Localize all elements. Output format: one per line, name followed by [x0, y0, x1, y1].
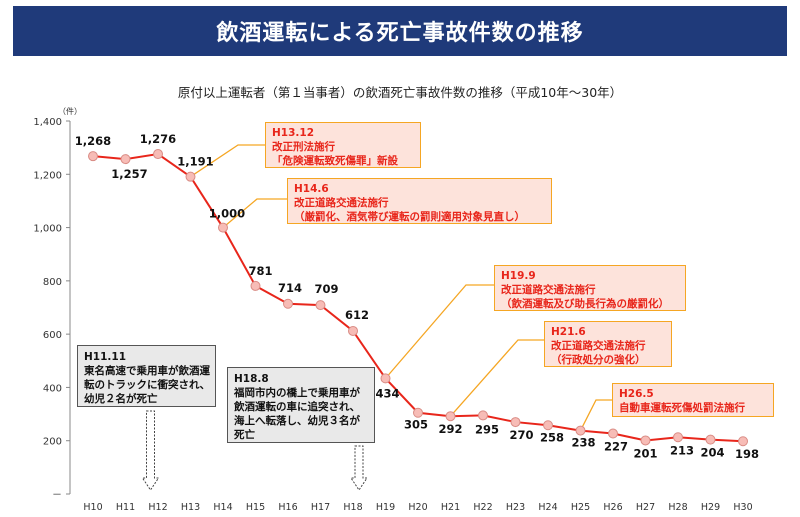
data-label: 781 — [248, 264, 272, 278]
data-point — [283, 298, 293, 309]
data-label: 295 — [475, 422, 499, 436]
event-box-h11-11: H11.11 東名高速で乗用車が飲酒運 転のトラックに衝突され、 幼児２名が死亡 — [77, 345, 216, 407]
page-title-banner: 飲酒運転による死亡事故件数の推移 — [13, 6, 787, 56]
y-tick-label: 1,400 — [33, 117, 62, 128]
data-point — [738, 436, 748, 447]
data-label: 305 — [404, 418, 428, 432]
x-tick-label: H26 — [603, 502, 622, 513]
x-tick-label: H30 — [733, 502, 752, 513]
callout-h21-6: H21.6 改正道路交通法施行 （行政処分の強化） — [544, 321, 672, 367]
y-tick-label: 1,000 — [33, 224, 62, 235]
data-label: 270 — [509, 428, 533, 442]
data-point — [705, 434, 716, 445]
data-label: 714 — [278, 281, 302, 295]
x-tick-label: H22 — [473, 502, 492, 513]
data-label: 1,000 — [209, 207, 245, 221]
x-tick-label: H16 — [278, 502, 297, 513]
data-label: 238 — [571, 436, 595, 450]
y-tick-label: 400 — [43, 383, 62, 394]
data-point — [510, 417, 521, 428]
x-tick-label: H19 — [376, 502, 395, 513]
data-point — [185, 171, 196, 182]
data-point — [640, 435, 651, 446]
data-point — [673, 432, 683, 443]
x-tick-label: H12 — [148, 502, 167, 513]
x-tick-label: H17 — [311, 502, 330, 513]
data-point — [315, 300, 326, 311]
y-axis-unit: （件） — [58, 106, 82, 116]
y-tick-label: 600 — [43, 330, 62, 341]
x-tick-label: H13 — [181, 502, 200, 513]
data-point — [380, 373, 391, 384]
data-label: 198 — [735, 447, 759, 461]
page-title: 飲酒運転による死亡事故件数の推移 — [216, 21, 584, 46]
data-point — [478, 410, 488, 421]
data-label: 1,191 — [177, 155, 213, 169]
callout-leader-line — [222, 198, 287, 229]
data-label: 258 — [540, 430, 564, 444]
callout-leader-line — [579, 399, 612, 431]
data-point — [543, 420, 553, 431]
x-tick-label: H18 — [343, 502, 362, 513]
data-label: 227 — [604, 440, 628, 454]
x-tick-label: H28 — [668, 502, 687, 513]
callout-h14-6: H14.6 改正道路交通法施行 （厳罰化、酒気帯び運転の罰則適用対象見直し） — [287, 178, 552, 224]
data-point — [153, 149, 163, 160]
callout-h13-12: H13.12 改正刑法施行 「危険運転致死傷罪」新設 — [265, 122, 421, 168]
callout-h19-9: H19.9 改正道路交通法施行 （飲酒運転及び助長行為の厳罰化） — [494, 265, 686, 311]
data-label: 1,257 — [111, 167, 147, 181]
y-tick-label: － — [52, 490, 62, 501]
x-tick-label: H29 — [701, 502, 720, 513]
data-point — [120, 154, 131, 165]
y-tick-label: 1,200 — [33, 170, 62, 181]
data-point — [413, 407, 423, 418]
data-label: 201 — [633, 446, 657, 460]
callout-leader-line — [385, 284, 494, 379]
data-point — [250, 280, 261, 291]
event-arrow-h18 — [350, 445, 368, 491]
y-tick-label: 200 — [43, 437, 62, 448]
x-tick-label: H21 — [441, 502, 460, 513]
data-point — [608, 428, 618, 439]
event-arrow-h11 — [141, 410, 160, 491]
chart-title: 原付以上運転者（第１当事者）の飲酒死亡事故件数の推移（平成10年～30年） — [177, 85, 623, 100]
x-tick-label: H23 — [506, 502, 525, 513]
event-box-h18-8: H18.8 福岡市内の橋上で乗用車が 飲酒運転の車に追突され、 海上へ転落し、幼… — [227, 367, 375, 443]
data-point — [348, 325, 358, 336]
data-point — [575, 425, 586, 436]
data-point — [218, 222, 228, 233]
data-point — [445, 411, 456, 422]
callout-leader-line — [450, 339, 544, 417]
data-label: 292 — [438, 422, 462, 436]
x-tick-label: H27 — [636, 502, 655, 513]
x-tick-label: H24 — [538, 502, 557, 513]
x-tick-label: H15 — [246, 502, 265, 513]
data-point — [88, 151, 98, 162]
x-tick-label: H20 — [408, 502, 427, 513]
data-label: 1,276 — [140, 132, 176, 146]
data-label: 709 — [314, 282, 338, 296]
callout-leader-line — [190, 144, 265, 178]
x-tick-label: H11 — [116, 502, 135, 513]
data-label: 434 — [375, 386, 399, 400]
data-label: 612 — [345, 308, 369, 322]
data-label: 1,268 — [75, 134, 111, 148]
data-label: 204 — [700, 446, 724, 460]
x-tick-label: H14 — [213, 502, 232, 513]
callout-h26-5: H26.5 自動車運転死傷処罰法施行 — [612, 383, 774, 417]
x-tick-label: H10 — [83, 502, 102, 513]
y-tick-label: 800 — [43, 277, 62, 288]
data-label: 213 — [670, 443, 694, 457]
x-tick-label: H25 — [571, 502, 590, 513]
